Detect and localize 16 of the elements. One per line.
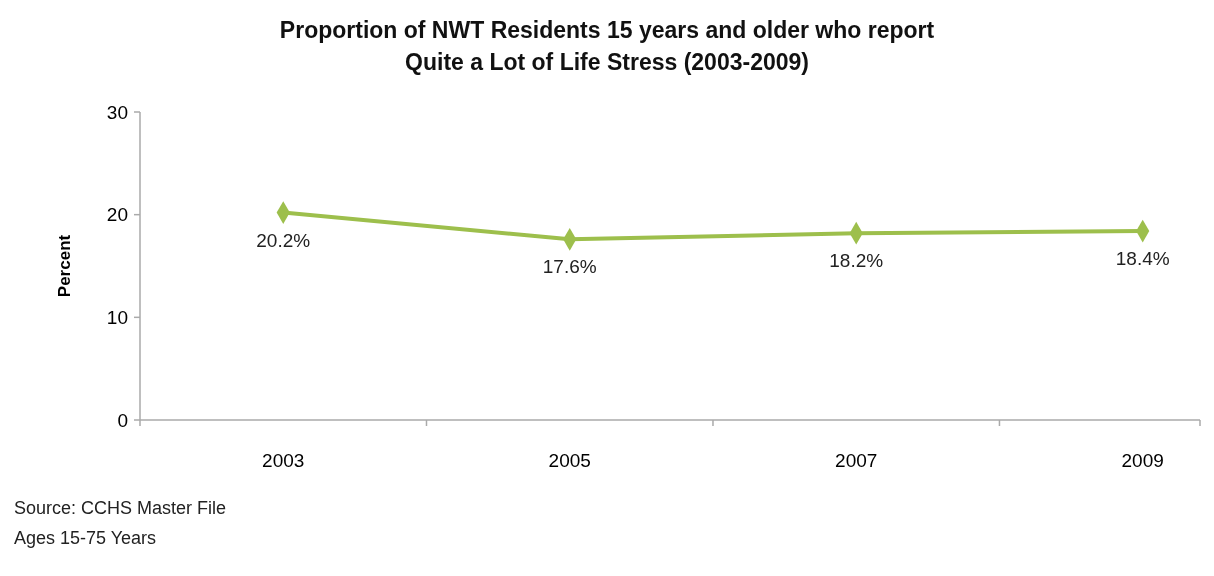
x-tick-label: 2005 bbox=[548, 450, 591, 471]
chart-title: Proportion of NWT Residents 15 years and older who report Quite a Lot of Life Stress (2003-2009) bbox=[279, 17, 935, 75]
y-axis-title: Percent bbox=[55, 234, 74, 298]
y-tick-label: 10 bbox=[106, 306, 128, 328]
y-tick-label: 0 bbox=[117, 409, 128, 431]
data-label: 17.6% bbox=[542, 256, 597, 278]
y-tick-label: 30 bbox=[106, 101, 128, 123]
source-note: Source: CCHS Master File bbox=[14, 498, 227, 518]
x-tick-label: 2009 bbox=[1121, 450, 1164, 471]
y-tick-label: 20 bbox=[106, 204, 128, 226]
data-label: 18.4% bbox=[1115, 248, 1170, 270]
data-label: 18.2% bbox=[829, 250, 884, 272]
x-tick-label: 2003 bbox=[262, 450, 305, 471]
x-tick-label: 2007 bbox=[835, 450, 878, 471]
data-label: 20.2% bbox=[256, 229, 311, 251]
text: Ages 15-75 Years bbox=[14, 528, 157, 548]
